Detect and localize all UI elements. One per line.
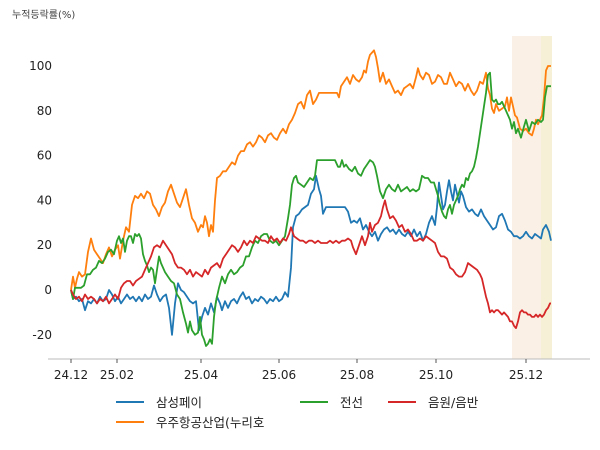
x-tick-label: 25.04 (184, 368, 218, 382)
legend-item-samsung-pay: 삼성페이 (110, 392, 202, 411)
shaded-region (512, 36, 541, 359)
legend-label: 삼성페이 (156, 395, 203, 410)
legend-item-cable: 전선 (294, 392, 363, 411)
legend-label: 전선 (340, 395, 364, 410)
x-tick-label: 25.10 (419, 368, 453, 382)
series-line (70, 199, 551, 330)
legend-swatch-blue-line-icon (116, 400, 144, 403)
series-line (70, 49, 551, 291)
legend-swatch-green-line-icon (300, 400, 328, 403)
legend-item-aerospace: 우주항공산업(누리호 (110, 412, 264, 431)
x-tick-label: 24.12 (54, 368, 88, 382)
series-line (70, 174, 552, 336)
legend-swatch-orange-line-icon (116, 420, 144, 423)
x-axis: 24.12 25.02 25.04 25.06 25.08 25.10 25.12 (48, 358, 590, 382)
y-tick-label: 80 (37, 104, 52, 118)
y-tick-label: 100 (29, 59, 52, 73)
y-axis: -20 0 20 40 60 80 100 (29, 59, 52, 342)
y-tick-label: -20 (32, 328, 52, 342)
series-line (70, 71, 551, 347)
legend-label: 음원/음반 (428, 395, 479, 410)
x-tick-label: 25.02 (100, 368, 134, 382)
shaded-regions (512, 36, 552, 359)
y-tick-label: 60 (37, 149, 52, 163)
x-tick-label: 25.08 (340, 368, 374, 382)
legend-item-music: 음원/음반 (382, 392, 478, 411)
legend-label: 우주항공산업(누리호 (156, 415, 265, 430)
shaded-region (541, 36, 552, 359)
y-tick-label: 40 (37, 193, 52, 207)
x-tick-label: 25.12 (509, 368, 543, 382)
y-axis-title: 누적등락률(%) (12, 10, 76, 21)
legend-swatch-red-line-icon (388, 400, 416, 403)
x-tick-label: 25.06 (262, 368, 296, 382)
y-tick-label: 20 (37, 238, 52, 252)
series-lines (70, 49, 552, 347)
y-tick-label: 0 (44, 283, 52, 297)
